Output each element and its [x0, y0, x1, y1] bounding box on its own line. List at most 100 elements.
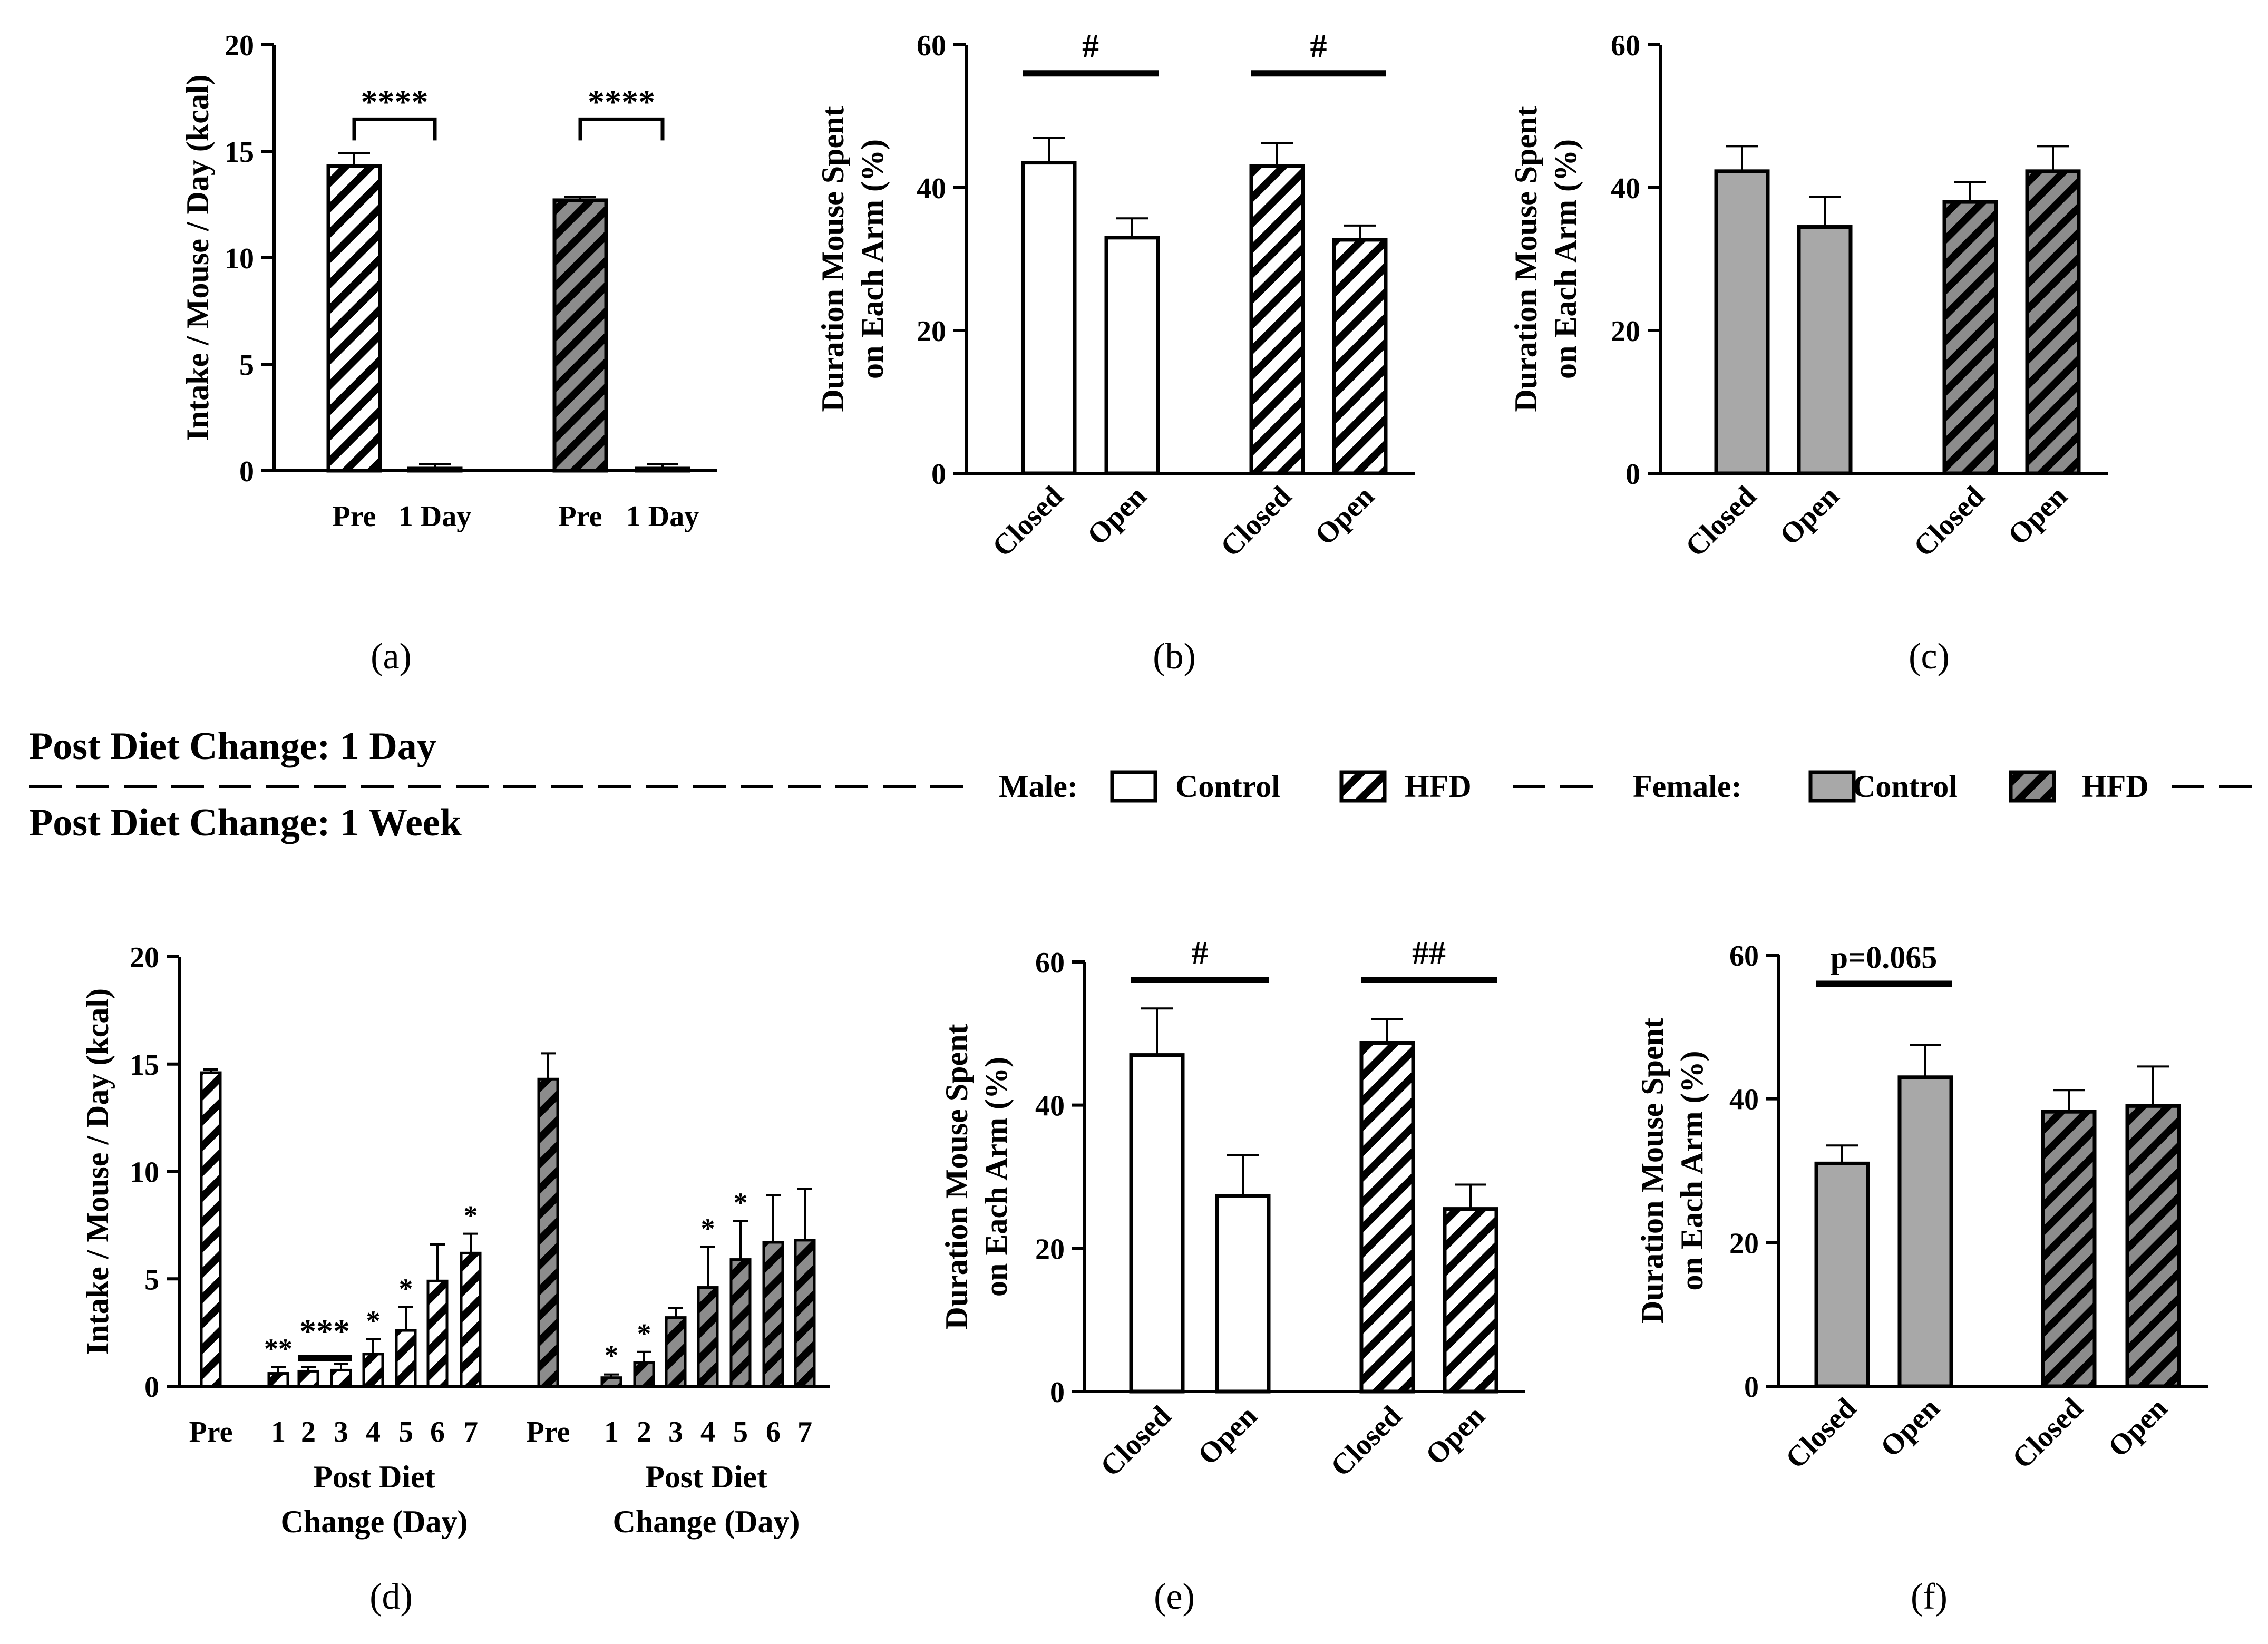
significance-star: *: [637, 1318, 651, 1350]
x-tick-label: Closed: [1679, 480, 1763, 563]
y-tick-label: 0: [1625, 458, 1640, 491]
y-tick-label: 40: [1035, 1090, 1065, 1123]
x-tick-label: 4: [366, 1416, 381, 1448]
y-tick-label: 20: [917, 315, 946, 348]
significance-label: ****: [588, 83, 655, 120]
y-tick-label: 5: [239, 349, 254, 382]
legend-female-hfd-label: HFD: [2082, 769, 2149, 804]
x-tick-label: 6: [430, 1416, 445, 1448]
bar-4: [1443, 1207, 1498, 1394]
legend-female-control-label: Control: [1853, 769, 1958, 804]
x-axis-label-line2: Change (Day): [281, 1504, 468, 1539]
significance-label: #: [1082, 27, 1099, 65]
legend-male-control-swatch: [1110, 770, 1157, 803]
x-tick-label: Closed: [1907, 480, 1991, 563]
chart-panel-c: 0 20 40 60 Duration Mouse Spent on Each Arm (…: [1508, 30, 2108, 677]
x-axis-label-line1: Post Diet: [313, 1460, 435, 1494]
bar-14: [729, 1258, 752, 1388]
panel-label-a: (a): [371, 636, 412, 677]
bar-3: [1359, 1040, 1415, 1394]
legend-female-control-swatch: [1808, 770, 1856, 803]
y-tick-label: 0: [931, 458, 946, 491]
significance-star: *: [464, 1200, 478, 1231]
bar-1: [326, 164, 382, 473]
x-axis-label-line1: Post Diet: [645, 1460, 767, 1494]
y-axis-label-line1: Duration Mouse Spent: [939, 1024, 974, 1329]
significance-star: *: [701, 1213, 715, 1244]
y-tick-label: 5: [144, 1263, 159, 1296]
y-axis-label: Intake / Mouse / Day (kcal): [180, 75, 215, 441]
x-tick-label: Open: [1774, 480, 1845, 551]
x-tick-label: Closed: [986, 480, 1069, 563]
bar-5: [362, 1353, 384, 1388]
x-tick-label: Open: [2102, 1392, 2174, 1463]
bar-2: [1215, 1194, 1271, 1394]
significance-star: *: [605, 1339, 619, 1371]
y-tick-label: 15: [225, 136, 254, 169]
x-tick-label: Open: [1419, 1399, 1491, 1471]
y-axis-label-line1: Duration Mouse Spent: [815, 106, 850, 412]
legend-female-label: Female:: [1633, 769, 1742, 804]
bar-12: [665, 1316, 687, 1388]
y-axis-label-line2: on Each Arm (%): [1675, 1051, 1709, 1291]
x-tick-label: 5: [733, 1416, 748, 1448]
bar-2: [1104, 236, 1160, 475]
y-axis-label: Intake / Mouse / Day (kcal): [80, 988, 115, 1355]
bar-2: [267, 1372, 289, 1388]
bar-3: [552, 198, 608, 473]
bar-6: [395, 1329, 417, 1388]
banner-top-title: Post Diet Change: 1 Day: [29, 725, 436, 768]
significance-label: #: [1310, 27, 1327, 65]
legend-male-hfd-label: HFD: [1405, 769, 1472, 804]
x-tick-label: Open: [1874, 1392, 1946, 1463]
x-tick-label: 1: [604, 1416, 619, 1448]
bar-13: [697, 1286, 719, 1388]
bar-1: [1814, 1161, 1870, 1388]
bar-4: [1332, 238, 1388, 475]
y-tick-label: 20: [225, 30, 254, 62]
bar-10: [600, 1376, 622, 1388]
panel-label-b: (b): [1153, 636, 1196, 677]
x-tick-label: Closed: [1325, 1399, 1408, 1483]
x-tick-label: Open: [1081, 480, 1153, 551]
significance-label: ****: [361, 83, 429, 120]
y-tick-label: 60: [1729, 940, 1759, 972]
significance-label: #: [1192, 934, 1209, 971]
y-tick-label: 20: [1611, 315, 1640, 348]
y-tick-label: 0: [1050, 1376, 1065, 1409]
significance-bracket: [352, 117, 437, 141]
y-tick-label: 40: [917, 172, 946, 205]
x-tick-label: Open: [2002, 480, 2074, 551]
bar-9: [537, 1077, 559, 1388]
panel-label-c: (c): [1909, 636, 1950, 677]
x-tick-label: Closed: [2006, 1392, 2089, 1475]
bar-2: [407, 466, 463, 473]
x-tick-label: Closed: [1779, 1392, 1863, 1475]
bar-4: [2025, 169, 2081, 475]
chart-panel-f: 0 20 40 60 Duration Mouse Spent on Each Arm (…: [1635, 940, 2208, 1617]
chart-panel-e: 0 20 40 60 Duration Mouse Spent on Each Arm (…: [939, 934, 1525, 1617]
y-tick-label: 10: [130, 1156, 159, 1189]
x-tick-label: 2: [301, 1416, 316, 1448]
bar-7: [426, 1279, 449, 1388]
bar-4: [330, 1368, 352, 1388]
y-tick-label: 10: [225, 242, 254, 275]
panel-label-d: (d): [369, 1577, 413, 1617]
x-tick-label: 7: [463, 1416, 478, 1448]
y-tick-label: 60: [1035, 947, 1065, 979]
x-tick-label: Pre: [189, 1416, 233, 1448]
x-tick-label: 3: [334, 1416, 348, 1448]
significance-label: ***: [299, 1312, 350, 1350]
x-tick-label: 5: [398, 1416, 413, 1448]
x-tick-label: Pre: [527, 1416, 570, 1448]
bar-11: [633, 1361, 655, 1388]
y-tick-label: 60: [917, 30, 946, 62]
x-tick-label: Closed: [1214, 480, 1298, 563]
x-tick-label: Pre: [333, 500, 376, 533]
y-axis-label-line2: on Each Arm (%): [979, 1057, 1014, 1297]
chart-panel-b: 0 20 40 60 Duration Mouse Spent on Each Arm (…: [815, 27, 1415, 677]
y-axis-label-line1: Duration Mouse Spent: [1508, 106, 1543, 412]
bar-3: [1249, 164, 1305, 475]
bar-1: [1714, 169, 1770, 475]
x-tick-label: Closed: [1094, 1399, 1177, 1483]
